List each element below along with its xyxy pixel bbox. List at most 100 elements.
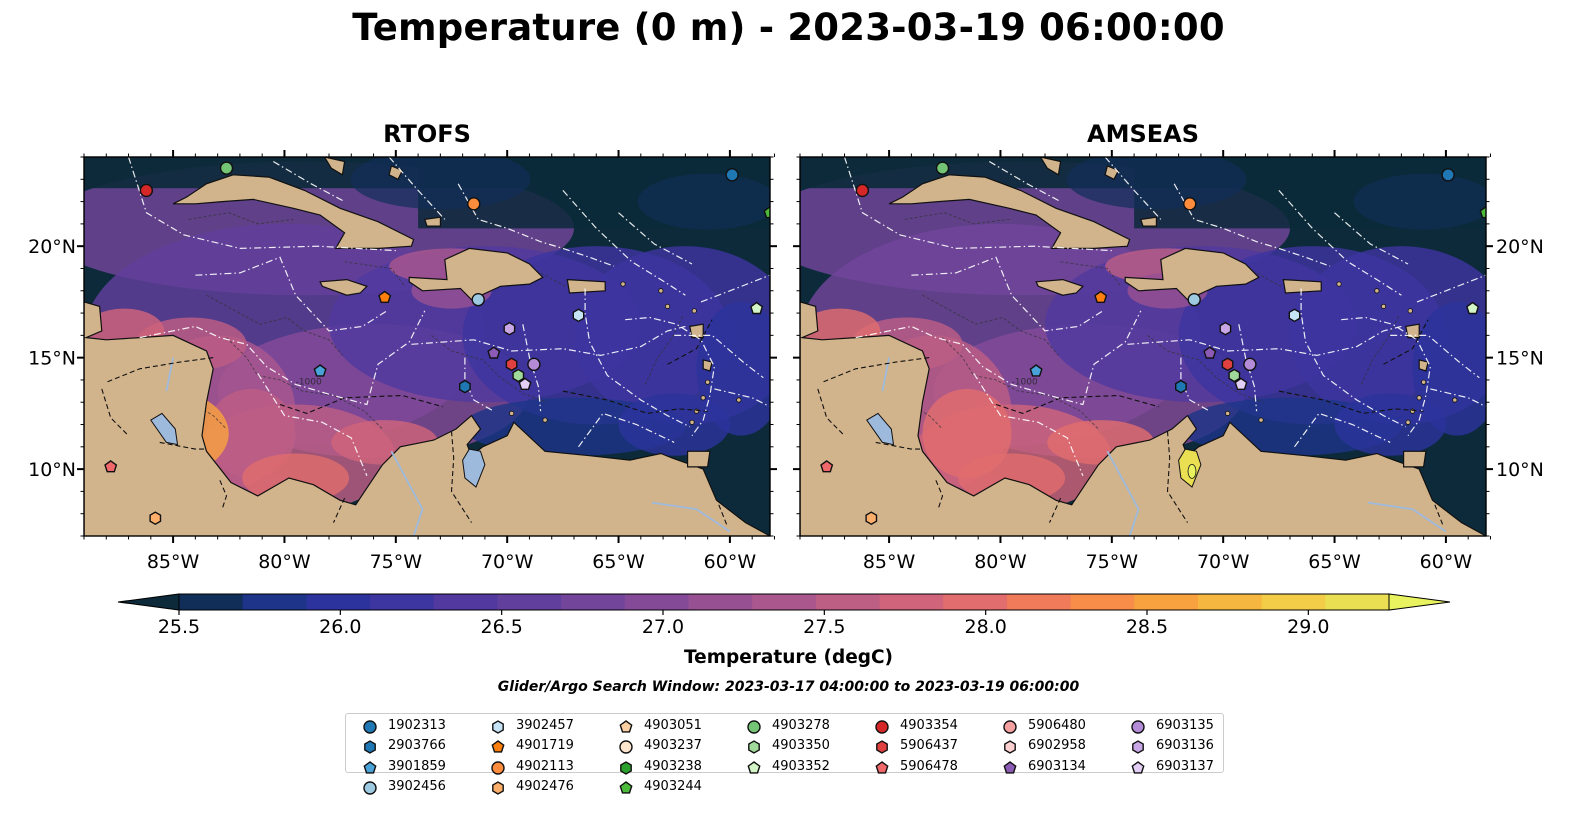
legend: 1902313 2903766 3901859 3902456 3902457 49017… [345,713,1224,795]
colorbar-tick-label: 26.5 [481,616,523,638]
float-marker-4903350 [512,368,525,383]
lat-tick-label-left: 10°N [28,459,76,481]
colorbar-extend-low [117,593,180,611]
legend-label: 4903350 [772,738,830,754]
legend-label: 3901859 [388,758,446,774]
legend-label: 6903134 [1028,758,1086,774]
colorbar: 25.5 26.0 26.5 27.0 27.5 28.0 28.5 29.0 [117,593,1451,638]
legend-label: 5906478 [900,758,958,774]
legend-circle-icon [1131,720,1145,734]
legend-hexagon-icon [620,760,632,775]
legend-marker [364,740,376,755]
lakes [866,357,1447,536]
float-marker-4902113 [467,197,481,211]
legend-marker [1131,720,1145,734]
float-marker-3902456 [471,292,485,307]
float-marker-4901719 [1094,290,1108,303]
colorbar-tick-label: 28.5 [1126,616,1168,638]
float-marker-3902457 [572,308,585,323]
legend-label: 4903278 [772,718,830,733]
float-marker-3901859 [1029,364,1043,377]
float-marker-4903278 [935,161,950,175]
legend-label: 4902476 [516,778,574,794]
legend-pentagon-icon [747,760,761,774]
legend-marker [747,760,761,774]
colorbar-segment [306,594,371,610]
legend-label: 6903135 [1156,718,1214,733]
lon-tick-label: 85°W [147,551,200,573]
float-marker-5906478 [820,460,834,473]
float-marker-6903136 [1219,321,1232,336]
search-window-text: Glider/Argo Search Window: 2023-03-17 04… [497,679,1080,695]
ticks: 85°W 80°W 75°W 70°W 65°W 60°W [793,150,1493,573]
lake-maracaibo [462,448,486,488]
colorbar-tick-label: 28.0 [965,616,1007,638]
legend-label: 3902457 [516,718,574,733]
colorbar-label: Temperature (degC) [683,647,894,668]
land-martinique [702,359,713,372]
float-marker-5906437 [505,357,518,372]
land-martinique [1418,359,1429,372]
legend-marker [1131,760,1145,774]
legend-marker [620,760,632,775]
legend-marker [1003,760,1017,774]
legend-hexagon-icon [492,720,504,734]
map-panel-rtofs: -1000 85°W 80°W 75°W 70°W 65°W 60°W [77,150,777,573]
colorbar-segment [1197,594,1263,610]
legend-pentagon-icon [1131,760,1145,774]
land-cuba [888,174,1131,249]
legend-marker [1004,740,1016,755]
land [84,157,770,536]
legend-marker [363,760,377,774]
legend-hexagon-icon [492,781,504,795]
float-marker-3902457 [1288,308,1301,323]
legend-marker [363,720,377,734]
legend-marker [1132,740,1144,755]
legend-label: 4901719 [516,738,574,754]
legend-circle-icon [363,720,377,734]
legend-label: 6903137 [1156,758,1214,774]
panel-title-amseas: AMSEAS [1087,120,1199,148]
land-bahamas3 [1140,216,1158,227]
legend-circle-icon [1003,720,1017,734]
legend-label: 6903136 [1156,738,1214,754]
lat-tick-label-left: 15°N [28,348,76,370]
float-marker-6903134 [487,346,501,359]
legend-marker [619,720,633,733]
legend-circle-icon [747,720,761,734]
lon-tick-label: 70°W [481,551,534,573]
lon-tick-label: 75°W [370,551,423,573]
land-guadeloupe [689,323,704,339]
lat-tick-label-right: 10°N [1496,459,1544,481]
float-marker-6903137 [518,377,532,390]
land-central [84,157,770,536]
lon-tick-label: 65°W [1308,551,1361,573]
land-central [800,157,1486,536]
legend-label: 3902456 [388,778,446,794]
float-marker-3901859 [313,364,327,377]
colorbar-segment [879,594,944,610]
legend-marker [492,720,504,734]
colorbar-segment [497,594,562,610]
legend-label: 4903238 [644,758,702,774]
float-marker-4903352 [1466,301,1480,315]
colorbar-segment [688,594,753,610]
land-hispaniola [408,247,544,301]
legend-marker [875,720,889,734]
legend-label: 1902313 [388,718,446,733]
float-marker-4903352 [750,301,764,315]
colorbar-extend-high [1388,593,1451,611]
colorbar-segment [179,594,244,610]
float-marker-4903244 [1479,205,1486,219]
land-guadeloupe [1405,323,1420,339]
lon-tick-label: 60°W [1420,551,1473,573]
lon-tick-label: 70°W [1197,551,1250,573]
map-axes-labels: 10°N 10°N 15°N 15°N 20°N 20°N [28,236,1544,481]
lon-tick-label: 80°W [974,551,1027,573]
float-marker-4902476 [149,511,162,526]
legend-pentagon-icon [491,740,505,753]
float-marker-4903354 [855,183,870,198]
panel-frame [83,156,771,537]
legend-label: 4903237 [644,738,702,754]
legend-hexagon-icon [1004,740,1016,755]
